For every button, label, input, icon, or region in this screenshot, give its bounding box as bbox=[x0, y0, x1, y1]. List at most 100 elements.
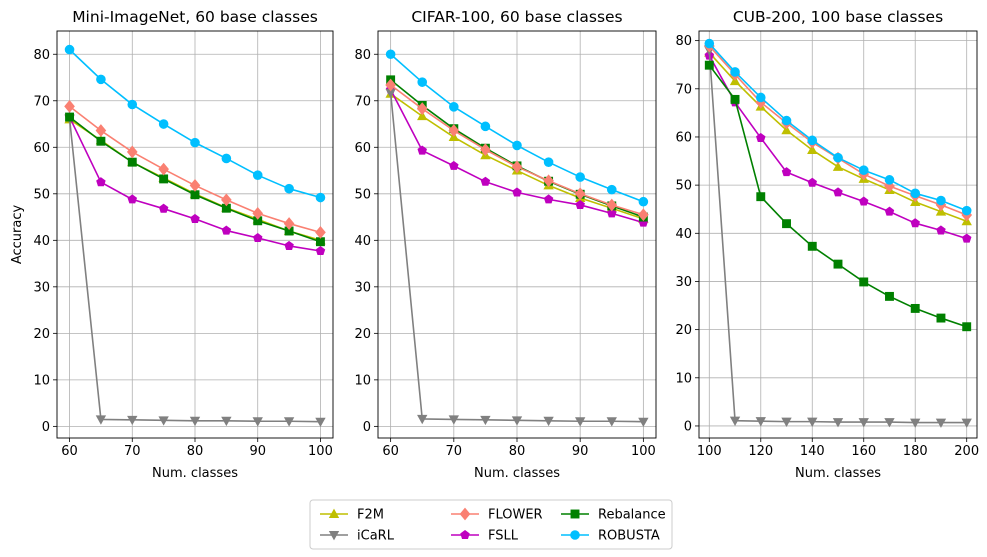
data-point-fsll bbox=[756, 132, 766, 142]
series-flower bbox=[64, 99, 326, 239]
data-point-robusta bbox=[449, 102, 459, 112]
data-point-fsll bbox=[512, 187, 522, 197]
data-point-rebalance bbox=[96, 136, 106, 146]
y-tick-label: 30 bbox=[354, 280, 371, 295]
series-line-robusta bbox=[708, 42, 967, 212]
y-tick-label: 0 bbox=[363, 420, 371, 435]
y-tick-label: 20 bbox=[33, 327, 50, 342]
data-point-robusta bbox=[221, 153, 232, 164]
grid bbox=[699, 31, 977, 438]
data-point-icarl bbox=[638, 417, 649, 428]
data-point-robusta bbox=[858, 165, 869, 175]
y-tick-label: 70 bbox=[33, 94, 50, 109]
data-point-rebalance bbox=[704, 60, 714, 70]
data-point-robusta bbox=[480, 121, 491, 132]
series-icarl bbox=[385, 88, 649, 428]
x-tick-label: 80 bbox=[509, 444, 526, 459]
data-point-fsll bbox=[480, 176, 491, 186]
data-point-robusta bbox=[512, 140, 522, 151]
data-point-robusta bbox=[543, 157, 554, 167]
data-point-fsll bbox=[858, 196, 869, 206]
data-point-fsll bbox=[781, 167, 792, 177]
data-point-fsll bbox=[807, 177, 818, 187]
data-point-icarl bbox=[252, 417, 263, 427]
data-point-robusta bbox=[638, 196, 649, 207]
data-point-robusta bbox=[807, 135, 818, 146]
axes-frame bbox=[56, 30, 334, 439]
legend-marker bbox=[460, 530, 470, 540]
x-tick-label: 70 bbox=[446, 444, 463, 459]
data-point-f2m bbox=[807, 144, 818, 154]
data-point-rebalance bbox=[316, 237, 325, 247]
legend-entry-f2m: F2M bbox=[320, 508, 384, 523]
legend-marker bbox=[328, 531, 340, 541]
data-point-f2m bbox=[832, 161, 844, 171]
data-point-icarl bbox=[807, 417, 818, 427]
y-tick-label: 70 bbox=[354, 94, 371, 109]
data-point-robusta bbox=[64, 44, 75, 55]
data-point-flower bbox=[480, 143, 491, 156]
data-point-rebalance bbox=[65, 112, 74, 122]
data-point-robusta bbox=[575, 172, 585, 182]
axes-frame bbox=[698, 30, 978, 439]
y-tick-label: 40 bbox=[33, 234, 50, 249]
y-tick-label: 50 bbox=[354, 187, 371, 202]
data-point-rebalance bbox=[859, 277, 869, 287]
data-point-flower bbox=[385, 78, 396, 92]
data-point-robusta bbox=[417, 77, 428, 87]
axes-frame bbox=[377, 30, 657, 439]
data-point-icarl bbox=[884, 418, 895, 428]
x-tick-label: 90 bbox=[249, 444, 266, 459]
data-point-fsll bbox=[417, 145, 427, 155]
data-point-icarl bbox=[755, 417, 766, 427]
x-tick-label: 80 bbox=[187, 444, 204, 459]
data-point-robusta bbox=[910, 188, 921, 199]
data-point-icarl bbox=[935, 418, 947, 428]
data-point-icarl bbox=[127, 415, 138, 426]
data-point-robusta bbox=[781, 115, 792, 126]
series-rebalance bbox=[704, 60, 972, 332]
y-tick-label: 0 bbox=[42, 420, 50, 435]
data-point-robusta bbox=[252, 170, 263, 180]
data-point-icarl bbox=[511, 416, 523, 426]
y-axis-label: Accuracy bbox=[10, 205, 25, 265]
data-point-icarl bbox=[417, 414, 428, 425]
data-point-robusta bbox=[961, 205, 972, 216]
data-point-robusta bbox=[96, 74, 106, 85]
data-point-icarl bbox=[832, 418, 844, 428]
data-point-fsll bbox=[127, 194, 138, 204]
legend-marker bbox=[570, 530, 580, 540]
legend-label: Rebalance bbox=[598, 508, 666, 523]
data-point-rebalance bbox=[910, 303, 920, 313]
data-point-flower bbox=[95, 124, 107, 137]
data-point-flower bbox=[543, 174, 554, 188]
data-point-robusta bbox=[284, 183, 294, 194]
y-tick-label: 20 bbox=[354, 327, 371, 342]
legend-entry-icarl: iCaRL bbox=[320, 529, 395, 544]
x-axis-label: Num. classes bbox=[152, 466, 238, 481]
data-point-icarl bbox=[781, 417, 792, 427]
y-tick-label: 30 bbox=[33, 280, 50, 295]
x-tick-label: 70 bbox=[124, 444, 141, 459]
data-point-icarl bbox=[315, 417, 326, 428]
data-point-fsll bbox=[607, 208, 617, 218]
legend-label: FSLL bbox=[488, 529, 519, 544]
legend-entry-flower: FLOWER bbox=[451, 508, 543, 523]
data-point-fsll bbox=[884, 206, 895, 216]
x-tick-label: 90 bbox=[572, 444, 589, 459]
data-point-flower bbox=[606, 198, 618, 212]
data-point-robusta bbox=[190, 137, 200, 148]
data-point-rebalance bbox=[159, 174, 169, 184]
data-point-robusta bbox=[385, 49, 396, 60]
legend-marker bbox=[328, 508, 340, 518]
legend-box bbox=[309, 499, 673, 550]
data-point-flower bbox=[448, 124, 460, 137]
data-point-fsll bbox=[936, 225, 946, 235]
panel-3: 100 120 140 160 180 200 0 10 20 30 40 50 60 70 80 CUB-2… bbox=[675, 8, 979, 481]
y-tick-label: 70 bbox=[675, 82, 692, 97]
data-point-f2m bbox=[781, 124, 792, 135]
data-point-icarl bbox=[729, 416, 741, 426]
data-point-fsll bbox=[315, 246, 326, 256]
data-point-icarl bbox=[961, 418, 972, 428]
